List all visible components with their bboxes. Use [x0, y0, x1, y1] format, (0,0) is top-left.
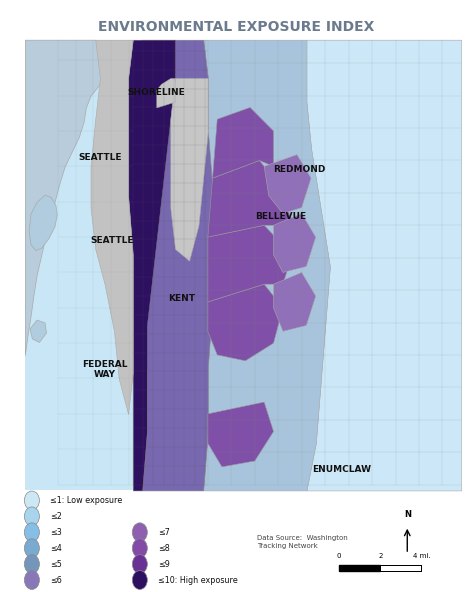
Text: SEATTLE: SEATTLE: [90, 236, 134, 244]
Text: ≤4: ≤4: [50, 543, 61, 553]
Text: 0: 0: [337, 554, 341, 559]
Text: ≤1: Low exposure: ≤1: Low exposure: [50, 496, 122, 505]
Text: N: N: [404, 510, 411, 519]
Circle shape: [25, 555, 39, 574]
Bar: [339, 565, 380, 571]
Text: ≤5: ≤5: [50, 559, 61, 568]
Text: ≤7: ≤7: [158, 528, 169, 537]
Circle shape: [132, 555, 147, 574]
Circle shape: [132, 539, 147, 558]
Circle shape: [25, 523, 39, 542]
Circle shape: [25, 571, 39, 590]
Circle shape: [25, 539, 39, 558]
Text: ≤3: ≤3: [50, 528, 61, 537]
Text: ≤6: ≤6: [50, 575, 61, 584]
Text: SHORELINE: SHORELINE: [127, 88, 185, 97]
Circle shape: [132, 571, 147, 590]
Text: KENT: KENT: [169, 294, 195, 304]
Text: SEATTLE: SEATTLE: [78, 153, 122, 162]
Text: ≤8: ≤8: [158, 543, 169, 553]
Text: BELLEVUE: BELLEVUE: [255, 212, 306, 221]
Text: ≤10: High exposure: ≤10: High exposure: [158, 575, 237, 584]
Circle shape: [25, 491, 39, 510]
Text: FEDERAL
WAY: FEDERAL WAY: [82, 360, 127, 379]
Text: ENVIRONMENTAL EXPOSURE INDEX: ENVIRONMENTAL EXPOSURE INDEX: [98, 20, 374, 34]
Text: Data Source:  Washington
Tracking Network: Data Source: Washington Tracking Network: [257, 535, 348, 549]
Text: REDMOND: REDMOND: [273, 165, 326, 174]
Bar: [380, 565, 421, 571]
Text: 2: 2: [378, 554, 382, 559]
Text: ENUMCLAW: ENUMCLAW: [312, 465, 371, 474]
Circle shape: [132, 523, 147, 542]
Circle shape: [25, 507, 39, 526]
Text: ≤9: ≤9: [158, 559, 169, 568]
Text: ≤2: ≤2: [50, 512, 61, 521]
Text: 4 mi.: 4 mi.: [413, 554, 430, 559]
